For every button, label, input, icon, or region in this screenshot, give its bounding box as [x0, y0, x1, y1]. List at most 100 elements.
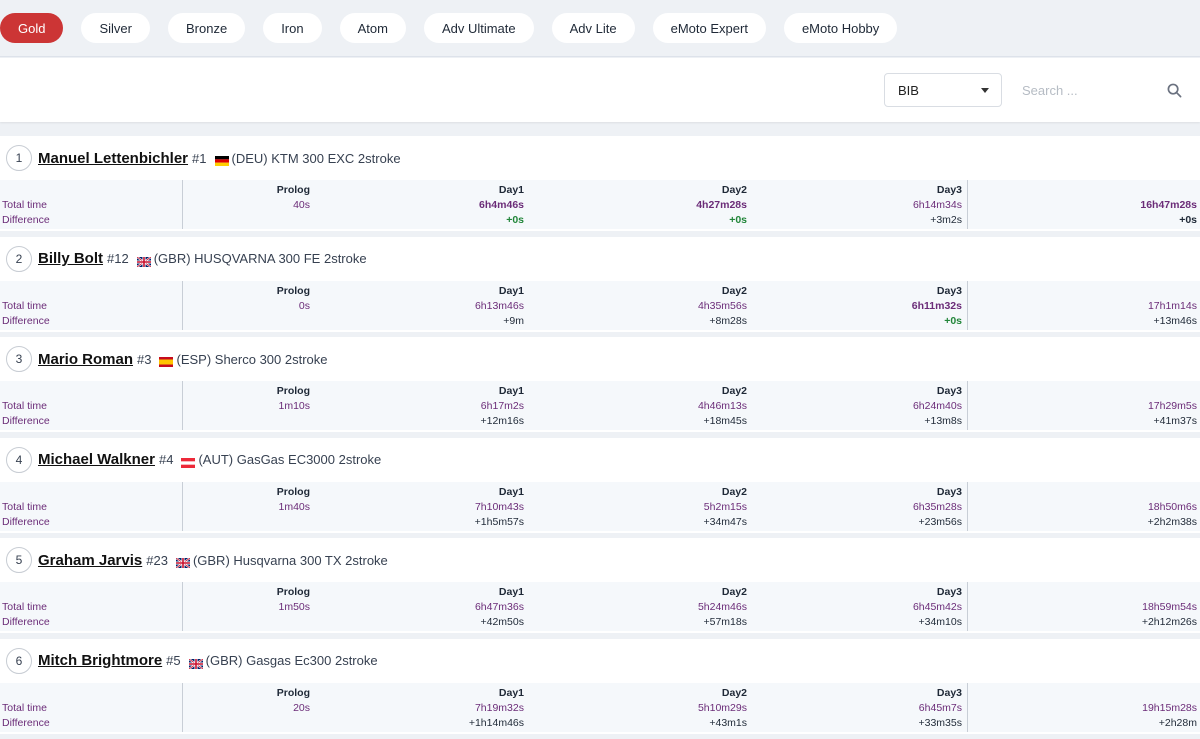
day2-diff: +18m45s: [703, 415, 748, 427]
tab-bronze[interactable]: Bronze: [167, 13, 246, 43]
results-grid: Total time Difference Prolog 1m50s Day1 …: [0, 582, 1200, 631]
total-column: 18h50m6s +2h2m38s: [968, 482, 1200, 531]
day1-column: Day1 6h47m36s +42m50s: [310, 582, 524, 631]
tab-iron[interactable]: Iron: [263, 13, 322, 43]
tab-atom[interactable]: Atom: [339, 13, 406, 43]
rider-bike-info: (GBR) HUSQVARNA 300 FE 2stroke: [153, 251, 367, 266]
day1-diff: +9m: [503, 314, 524, 327]
day3-diff: +33m35s: [918, 716, 963, 729]
prolog-header: Prolog: [276, 485, 310, 498]
day2-header: Day2: [721, 385, 747, 397]
day2-header: Day2: [721, 686, 747, 699]
tab-adv-lite[interactable]: Adv Lite: [551, 13, 635, 43]
day1-diff: +12m16s: [480, 415, 525, 427]
day1-column: Day1 7h10m43s +1h5m57s: [310, 482, 524, 531]
day3-diff: +0s: [944, 314, 962, 327]
day2-time: 4h35m56s: [697, 299, 747, 312]
day3-diff: +13m8s: [924, 415, 962, 427]
rider-name-link[interactable]: Manuel Lettenbichler: [38, 149, 189, 167]
rider-name-link[interactable]: Mario Roman: [38, 350, 134, 368]
day3-time: 6h35m28s: [912, 500, 962, 513]
search-icon[interactable]: [1167, 83, 1182, 98]
prolog-column: Prolog 40s: [183, 180, 310, 229]
day3-time: 6h14m34s: [912, 199, 962, 211]
prolog-header: Prolog: [276, 284, 310, 297]
prolog-time: 0s: [298, 299, 310, 312]
position-badge: 4: [6, 446, 32, 473]
search-input[interactable]: [1022, 82, 1142, 98]
day3-diff: +23m56s: [918, 515, 963, 528]
day3-header: Day3: [936, 184, 962, 196]
day1-time: 7h10m43s: [474, 500, 524, 513]
position-badge: 2: [6, 245, 32, 272]
day1-column: Day1 6h17m2s +12m16s: [310, 381, 525, 430]
flag-aut-icon: [181, 455, 196, 468]
day2-column: Day2 4h35m56s +8m28s: [524, 281, 747, 330]
day3-time: 6h24m40s: [912, 400, 962, 412]
day1-time: 6h47m36s: [474, 601, 524, 613]
flag-gbr-icon: [188, 656, 204, 670]
day3-header: Day3: [936, 485, 962, 498]
day3-column: Day3 6h45m7s +33m35s: [747, 682, 968, 732]
total-diff: +0s: [1179, 214, 1197, 226]
rider-name-link[interactable]: Graham Jarvis: [38, 551, 143, 569]
prolog-column: Prolog 1m10s: [183, 381, 310, 430]
sort-select-value: BIB: [898, 82, 919, 98]
day1-header: Day1: [498, 385, 524, 397]
rider-header: 4 Michael Walkner #4 (AUT) GasGas EC3000…: [0, 438, 1200, 482]
sort-select[interactable]: BIB: [884, 73, 1002, 107]
day1-header: Day1: [498, 586, 524, 598]
prolog-header: Prolog: [276, 586, 310, 598]
tab-emoto-expert[interactable]: eMoto Expert: [652, 13, 766, 43]
row-labels: Total time Difference: [0, 682, 183, 732]
results-grid: Total time Difference Prolog 20s Day1 7h…: [0, 682, 1200, 732]
day2-column: Day2 4h46m13s +18m45s: [524, 381, 747, 430]
rider-card: 5 Graham Jarvis #23 (GBR) Husqvarna 300 …: [0, 538, 1200, 633]
day3-column: Day3 6h14m34s +3m2s: [747, 180, 968, 229]
results-grid: Total time Difference Prolog 0s Day1 6h1…: [0, 280, 1200, 330]
day1-header: Day1: [498, 485, 524, 498]
rider-number: #5: [166, 653, 181, 668]
rider-card: 3 Mario Roman #3 (ESP) Sherco 300 2strok…: [0, 337, 1200, 432]
day2-diff: +8m28s: [709, 314, 747, 327]
tab-adv-ultimate[interactable]: Adv Ultimate: [423, 13, 534, 43]
day2-column: Day2 5h10m29s +43m1s: [524, 683, 747, 732]
prolog-header: Prolog: [276, 184, 310, 196]
difference-label: Difference: [2, 515, 50, 528]
rider-card: 1 Manuel Lettenbichler #1 (DEU) KTM 300 …: [0, 136, 1200, 231]
day1-diff: +1h5m57s: [474, 515, 524, 528]
rider-header: 1 Manuel Lettenbichler #1 (DEU) KTM 300 …: [0, 136, 1200, 180]
flag-deu-icon: [214, 153, 229, 166]
prolog-column: Prolog 1m50s: [183, 582, 310, 631]
prolog-time: 40s: [293, 199, 310, 211]
day3-header: Day3: [936, 284, 962, 297]
day2-column: Day2 4h27m28s +0s: [524, 180, 747, 229]
total-time: 18h50m6s: [1147, 500, 1197, 513]
day1-column: Day1 6h13m46s +9m: [310, 281, 524, 330]
rider-number: #3: [137, 351, 152, 367]
difference-label: Difference: [2, 716, 50, 729]
difference-label: Difference: [2, 314, 50, 327]
prolog-time: 20s: [293, 701, 310, 714]
day2-diff: +43m1s: [709, 716, 747, 729]
day3-header: Day3: [936, 586, 962, 598]
day3-time: 6h45m42s: [912, 601, 962, 613]
total-time-label: Total time: [2, 199, 47, 211]
rider-name-link[interactable]: Michael Walkner: [38, 451, 155, 468]
prolog-time: 1m50s: [278, 601, 310, 613]
total-time: 17h29m5s: [1147, 400, 1197, 412]
rider-name-link[interactable]: Billy Bolt: [38, 250, 104, 267]
total-time-label: Total time: [2, 601, 47, 613]
rider-name-link[interactable]: Mitch Brightmore: [38, 652, 163, 669]
day3-header: Day3: [936, 385, 962, 397]
day1-time: 6h4m46s: [479, 199, 524, 211]
rider-bike-info: (ESP) Sherco 300 2stroke: [176, 351, 328, 367]
tab-silver[interactable]: Silver: [81, 13, 150, 43]
tab-gold[interactable]: Gold: [0, 13, 64, 43]
day2-header: Day2: [721, 586, 747, 598]
day1-diff: +1h14m46s: [468, 716, 524, 729]
day3-diff: +3m2s: [930, 214, 962, 226]
row-labels: Total time Difference: [0, 582, 183, 631]
day2-diff: +57m18s: [703, 616, 748, 628]
tab-emoto-hobby[interactable]: eMoto Hobby: [783, 13, 898, 43]
